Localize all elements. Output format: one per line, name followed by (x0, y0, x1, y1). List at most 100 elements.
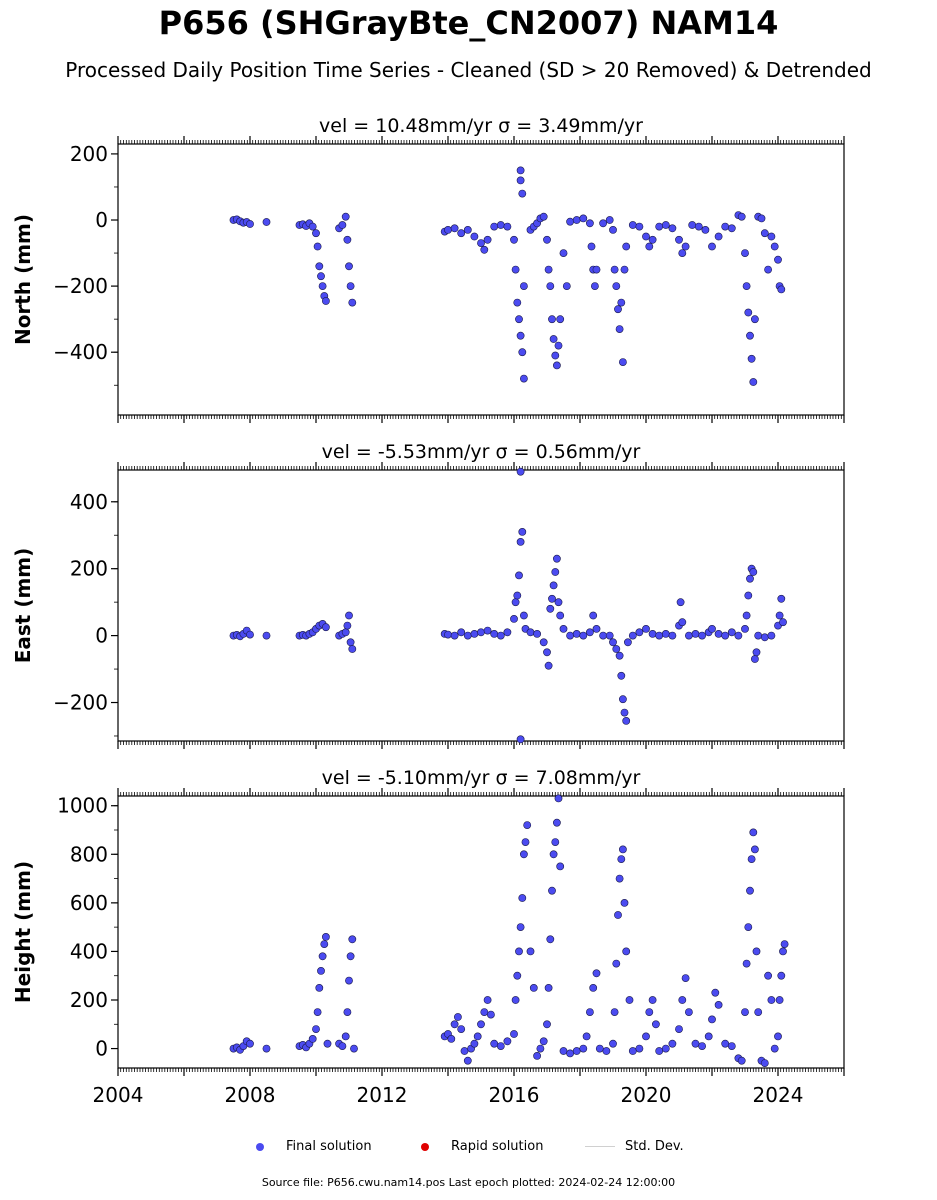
data-point (721, 222, 730, 231)
data-point (543, 648, 551, 657)
data-point (549, 335, 558, 343)
data-point (490, 222, 499, 231)
data-point (556, 611, 565, 620)
data-point (609, 1039, 617, 1048)
data-point (546, 604, 555, 613)
data-point (543, 235, 551, 244)
data-point (661, 221, 670, 229)
data-point (453, 1013, 462, 1021)
legend-item-rapid: Rapid solution (421, 1136, 543, 1158)
data-point (622, 717, 631, 725)
data-point (450, 224, 459, 233)
data-point (727, 224, 736, 233)
data-point (645, 242, 654, 251)
data-point (516, 176, 525, 185)
data-point (321, 933, 330, 941)
data-point (520, 850, 528, 859)
legend-label-final: Final solution (286, 1139, 372, 1154)
data-point (685, 1008, 693, 1016)
legend-line-stddev (585, 1146, 615, 1147)
data-point (721, 631, 730, 640)
data-point (661, 630, 670, 638)
x-tick-label: 2008 (225, 1083, 276, 1107)
data-point (701, 225, 710, 234)
data-point (262, 631, 271, 640)
data-point (610, 265, 619, 274)
data-point (343, 1008, 352, 1016)
data-point (551, 351, 560, 360)
panel-title: vel = -5.10mm/yr σ = 7.08mm/yr (322, 767, 641, 789)
data-point (548, 886, 556, 895)
data-point (470, 630, 479, 638)
y-tick-label: 1000 (57, 794, 108, 818)
data-point (668, 1039, 677, 1048)
x-tick-label: 2020 (621, 1083, 672, 1107)
y-tick-label: 0 (95, 208, 108, 232)
data-point (246, 220, 254, 228)
data-point (246, 630, 254, 639)
data-point (554, 598, 563, 607)
data-point (559, 625, 568, 633)
data-point (655, 1047, 664, 1055)
data-point (544, 265, 553, 274)
data-point (675, 235, 683, 244)
y-tick-label: 400 (70, 490, 108, 514)
data-point (749, 378, 758, 386)
data-point (760, 633, 769, 642)
data-point (582, 1032, 591, 1041)
data-point (628, 1047, 637, 1055)
data-point (751, 655, 759, 663)
data-point (511, 996, 520, 1004)
data-point (463, 631, 472, 640)
x-major-ticks (117, 136, 845, 423)
data-point (614, 305, 622, 314)
data-point (652, 1020, 660, 1029)
data-point (516, 538, 525, 546)
y-tick-label: 400 (70, 939, 108, 963)
data-point (562, 282, 571, 290)
data-point (480, 1008, 489, 1016)
data-point (619, 845, 627, 854)
data-point (746, 331, 754, 340)
data-point (551, 568, 560, 576)
data-point (457, 229, 466, 238)
data-point (599, 219, 607, 228)
panel-1: 400 200 0 −200 vel = -5.53mm/yr σ = 0.56mm/y… (11, 441, 845, 749)
data-point (520, 374, 528, 383)
data-point (518, 528, 527, 536)
data-point (777, 285, 786, 294)
data-point (615, 651, 624, 660)
y-tick-label: 0 (95, 1037, 108, 1061)
data-point (572, 630, 581, 638)
data-point (473, 1032, 482, 1041)
data-point (668, 631, 677, 640)
data-point (539, 212, 548, 221)
data-point (754, 1008, 763, 1016)
data-point (734, 631, 743, 640)
data-point (742, 611, 751, 620)
data-point (752, 648, 761, 657)
data-point (526, 947, 535, 956)
data-point (775, 996, 784, 1004)
data-point (691, 1039, 700, 1048)
data-point (549, 850, 558, 859)
data-point (483, 996, 492, 1004)
data-point (579, 631, 588, 640)
data-point (779, 618, 787, 627)
data-point (345, 611, 353, 620)
data-point (760, 229, 769, 238)
data-point (521, 838, 530, 846)
data-point (615, 325, 624, 333)
y-tick-label: −200 (53, 274, 108, 298)
y-tick-label: 600 (70, 891, 108, 915)
data-point (477, 628, 485, 637)
data-point (711, 988, 720, 997)
data-point (648, 630, 657, 638)
data-point (681, 974, 690, 982)
data-point (622, 242, 631, 251)
data-point (477, 239, 485, 247)
data-point (556, 862, 565, 871)
data-point (619, 358, 627, 366)
data-point (526, 628, 535, 637)
